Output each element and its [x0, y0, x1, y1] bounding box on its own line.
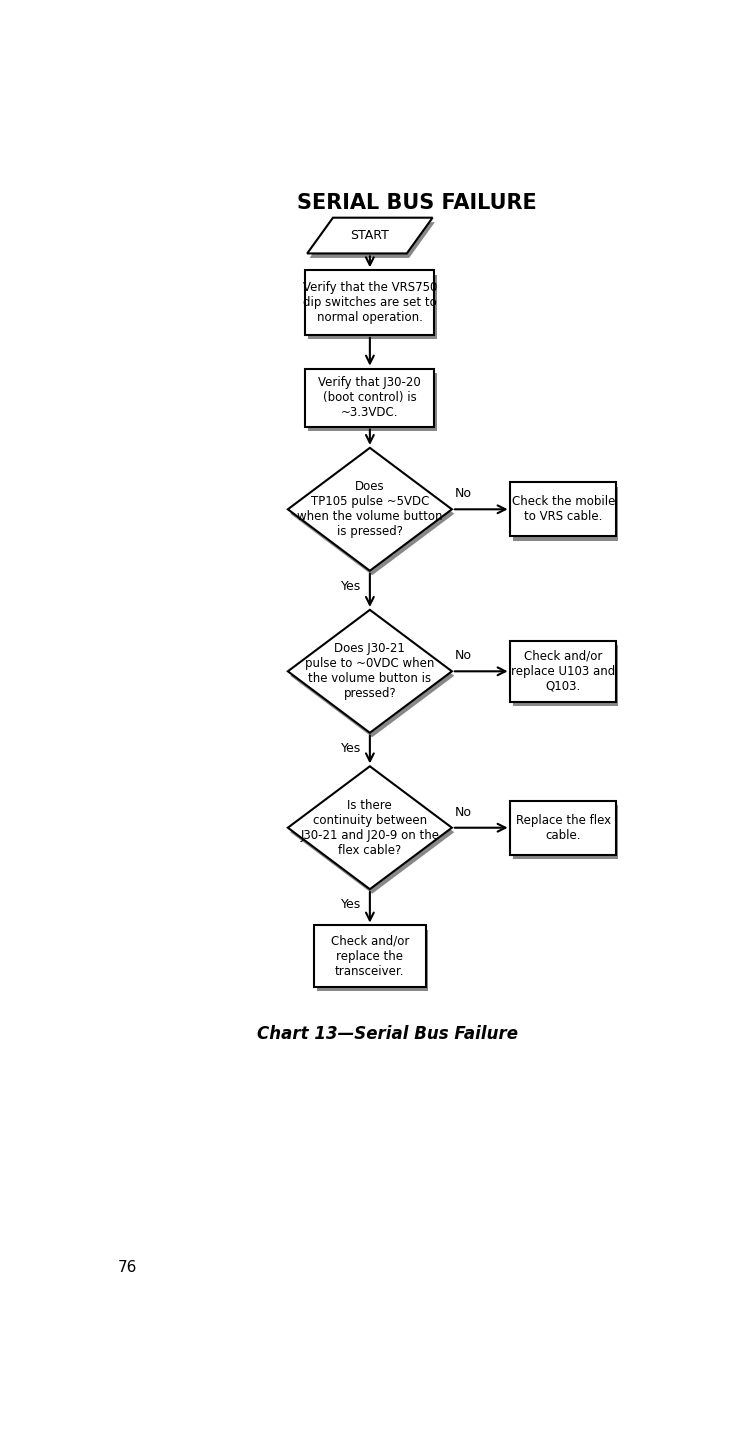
Polygon shape: [290, 614, 454, 737]
Bar: [510, 640, 616, 702]
Polygon shape: [307, 218, 432, 254]
Text: Is there
continuity between
J30-21 and J20-9 on the
flex cable?: Is there continuity between J30-21 and J…: [300, 798, 439, 856]
Bar: [317, 930, 428, 991]
Text: Does
TP105 pulse ~5VDC
when the volume button
is pressed?: Does TP105 pulse ~5VDC when the volume b…: [297, 480, 442, 538]
Text: Chart 13—Serial Bus Failure: Chart 13—Serial Bus Failure: [257, 1026, 518, 1043]
Bar: [305, 270, 434, 335]
Polygon shape: [288, 766, 452, 889]
Polygon shape: [309, 222, 435, 258]
Bar: [308, 373, 437, 431]
Text: No: No: [455, 805, 472, 818]
Text: START: START: [351, 229, 389, 242]
Bar: [513, 646, 618, 707]
Bar: [513, 488, 618, 541]
Polygon shape: [288, 448, 452, 570]
Text: Replace the flex
cable.: Replace the flex cable.: [516, 814, 611, 842]
Bar: [314, 926, 426, 987]
Text: Check and/or
replace U103 and
Q103.: Check and/or replace U103 and Q103.: [511, 650, 615, 692]
Text: Yes: Yes: [340, 898, 361, 911]
Bar: [305, 369, 434, 427]
Text: No: No: [455, 650, 472, 662]
Text: Yes: Yes: [340, 741, 361, 755]
Text: 76: 76: [118, 1259, 138, 1274]
Text: Check and/or
replace the
transceiver.: Check and/or replace the transceiver.: [330, 934, 409, 978]
Polygon shape: [288, 609, 452, 733]
Bar: [510, 801, 616, 855]
Text: Does J30-21
pulse to ~0VDC when
the volume button is
pressed?: Does J30-21 pulse to ~0VDC when the volu…: [305, 643, 435, 701]
Text: Verify that J30-20
(boot control) is
~3.3VDC.: Verify that J30-20 (boot control) is ~3.…: [318, 376, 421, 419]
Polygon shape: [290, 770, 454, 894]
Text: Check the mobile
to VRS cable.: Check the mobile to VRS cable.: [512, 495, 615, 524]
Text: Verify that the VRS750
dip switches are set to
normal operation.: Verify that the VRS750 dip switches are …: [302, 281, 437, 324]
Text: SERIAL BUS FAILURE: SERIAL BUS FAILURE: [297, 193, 537, 213]
Text: No: No: [455, 488, 472, 501]
Polygon shape: [290, 453, 454, 575]
Bar: [510, 483, 616, 535]
Bar: [513, 805, 618, 859]
Text: Yes: Yes: [340, 580, 361, 592]
Bar: [308, 274, 437, 340]
